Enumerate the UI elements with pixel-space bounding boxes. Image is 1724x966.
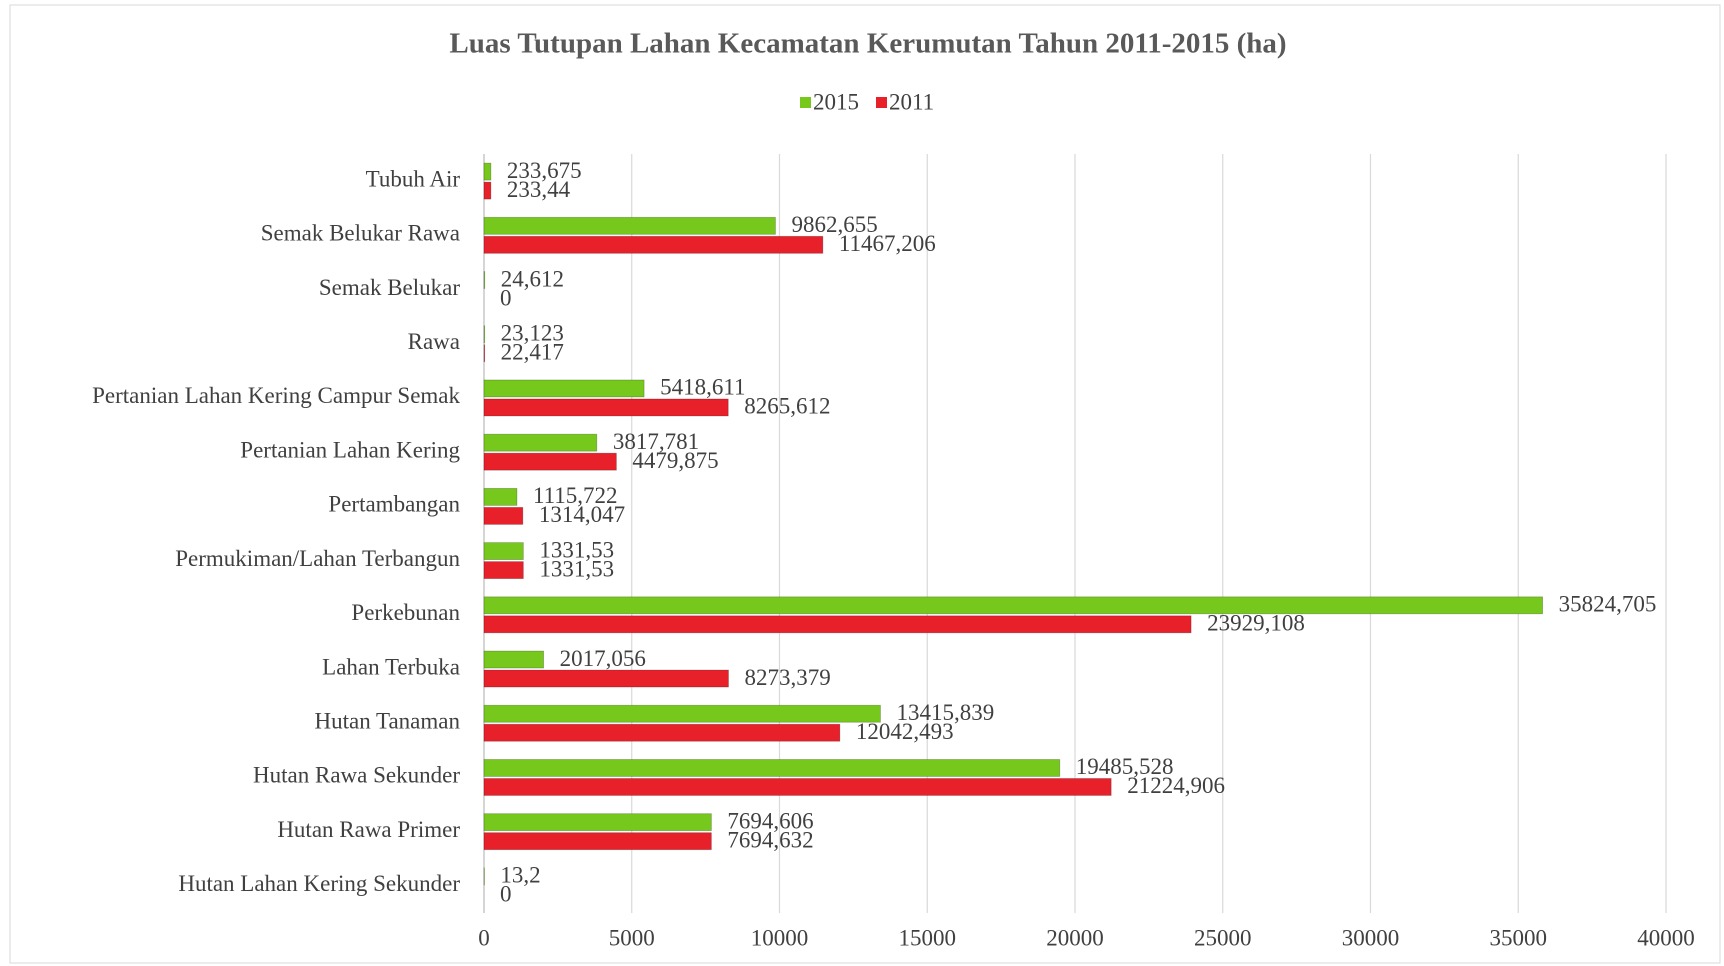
value-label: 24,612	[501, 266, 564, 291]
x-tick-label: 0	[478, 925, 490, 950]
x-tick-label: 20000	[1046, 925, 1104, 950]
y-tick-label: Pertanian Lahan Kering Campur Semak	[92, 383, 460, 408]
y-tick-label: Hutan Tanaman	[314, 709, 460, 734]
bar	[483, 704, 881, 723]
legend-swatch	[876, 97, 887, 108]
value-label: 13415,839	[896, 700, 994, 725]
value-label: 0	[500, 285, 512, 310]
x-tick-label: 30000	[1342, 925, 1400, 950]
value-label: 9862,655	[791, 212, 877, 237]
x-tick-label: 35000	[1490, 925, 1548, 950]
y-tick-label: Semak Belukar Rawa	[261, 221, 460, 246]
bar	[483, 379, 645, 398]
x-tick-label: 40000	[1637, 925, 1695, 950]
y-tick-label: Rawa	[408, 329, 460, 354]
x-tick-label: 15000	[899, 925, 957, 950]
bar	[483, 615, 1192, 634]
bar	[483, 813, 712, 832]
bar	[483, 650, 545, 669]
bar	[483, 235, 824, 254]
bar	[483, 271, 486, 289]
value-label: 1314,047	[539, 502, 625, 527]
value-label: 11467,206	[839, 231, 936, 256]
value-label: 2017,056	[560, 646, 646, 671]
value-label: 13,2	[500, 863, 540, 888]
bar	[483, 433, 598, 452]
value-label: 5418,611	[660, 375, 745, 400]
y-tick-label: Hutan Rawa Sekunder	[253, 763, 460, 788]
value-label: 233,675	[507, 158, 582, 183]
value-label: 22,417	[501, 340, 564, 365]
value-label: 1115,722	[533, 483, 618, 508]
bar	[483, 344, 486, 363]
chart-frame	[9, 4, 1721, 964]
value-label: 23929,108	[1207, 611, 1305, 636]
bar	[483, 561, 524, 580]
x-tick-label: 25000	[1194, 925, 1252, 950]
y-tick-label: Pertanian Lahan Kering	[240, 437, 460, 462]
y-tick-label: Pertambangan	[328, 492, 460, 517]
bar	[483, 487, 518, 506]
value-label: 12042,493	[856, 719, 954, 744]
bar	[483, 162, 492, 181]
bar	[483, 398, 729, 417]
value-label: 7694,606	[727, 808, 813, 833]
value-label: 4479,875	[632, 448, 718, 473]
legend-swatch	[800, 97, 811, 108]
bar	[483, 723, 841, 742]
value-label: 35824,705	[1559, 592, 1657, 617]
y-tick-label: Hutan Lahan Kering Sekunder	[178, 871, 460, 896]
bar	[483, 669, 729, 688]
y-tick-label: Perkebunan	[351, 600, 460, 625]
y-tick-label: Permukiman/Lahan Terbangun	[175, 546, 460, 571]
y-tick-label: Semak Belukar	[319, 275, 460, 300]
legend-label: 2011	[889, 89, 934, 114]
bar	[483, 759, 1061, 777]
value-label: 0	[500, 882, 512, 907]
legend-label: 2015	[813, 89, 859, 114]
value-label: 8273,379	[744, 665, 830, 690]
bar	[483, 542, 524, 561]
y-tick-label: Lahan Terbuka	[322, 654, 460, 679]
bar	[483, 596, 1544, 615]
bar	[483, 325, 486, 344]
x-tick-label: 5000	[609, 925, 655, 950]
bar	[483, 216, 776, 235]
value-label: 8265,612	[744, 394, 830, 419]
chart-title: Luas Tutupan Lahan Kecamatan Kerumutan T…	[449, 28, 1286, 60]
value-label: 3817,781	[613, 429, 699, 454]
bar	[483, 778, 1112, 796]
value-label: 19485,528	[1076, 754, 1174, 779]
bar	[483, 452, 617, 471]
bar	[483, 181, 492, 200]
value-label: 1331,53	[539, 556, 614, 581]
value-label: 233,44	[507, 177, 571, 202]
value-label: 21224,906	[1127, 773, 1225, 798]
x-tick-label: 10000	[751, 925, 809, 950]
value-label: 7694,632	[727, 827, 813, 852]
y-tick-label: Tubuh Air	[366, 166, 461, 191]
bar	[483, 506, 524, 525]
value-label: 1331,53	[539, 537, 614, 562]
value-label: 23,123	[501, 321, 564, 346]
bar	[483, 832, 712, 851]
y-tick-label: Hutan Rawa Primer	[277, 817, 460, 842]
